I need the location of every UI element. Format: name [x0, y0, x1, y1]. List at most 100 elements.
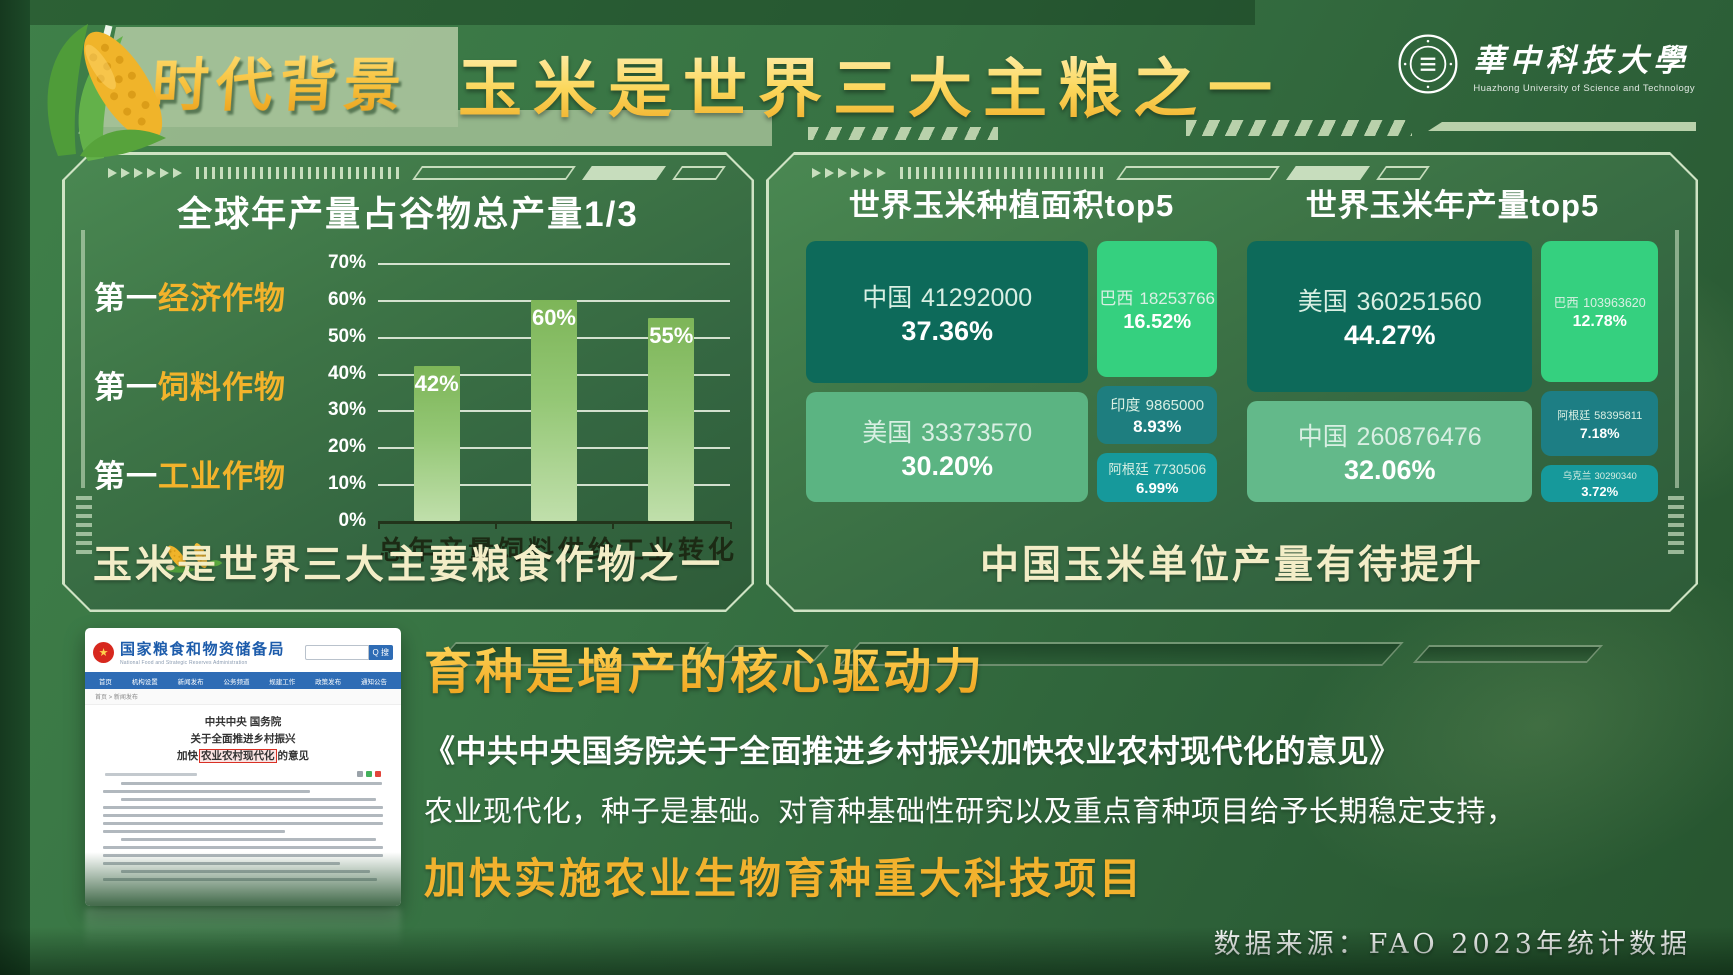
treemap-block: 巴西 103963620 12.78% — [1541, 241, 1658, 383]
simulated-text-line — [121, 837, 377, 842]
nav-item[interactable]: 通知公告 — [360, 678, 387, 686]
university-name-cn: 華中科技大學 — [1473, 42, 1690, 79]
bar-industrial-conversion: 55% — [648, 318, 695, 521]
treemap-block: 阿根廷 7730506 6.99% — [1097, 453, 1217, 502]
treemap-block: 巴西 18253766 16.52% — [1097, 241, 1217, 377]
simulated-text-line — [103, 805, 383, 810]
y-tick-label: 10% — [327, 473, 366, 495]
doc-body — [91, 781, 395, 882]
gov-website-screenshot: ★ 国家粮食和物资储备局 National Food and Strategic… — [85, 628, 401, 906]
bar-decoration — [1428, 122, 1696, 131]
stripe-decoration — [1186, 120, 1412, 136]
axis-tick — [378, 522, 380, 529]
y-tick-label: 40% — [327, 362, 366, 384]
y-tick-label: 60% — [327, 288, 366, 310]
wechat-share-icon[interactable] — [366, 771, 372, 778]
treemap-annual-production: 世界玉米年产量top5 美国 360251560 44.27% 中国 2608764… — [1247, 180, 1658, 502]
national-emblem-icon: ★ — [93, 641, 114, 663]
left-panel: 全球年产量占谷物总产量1/3 第一经济作物 第一饲料作物 第一工业作物 — [62, 152, 754, 612]
doc-title-line: 关于全面推进乡村振兴 — [190, 732, 296, 745]
treemap-block: 美国 33373570 30.20% — [806, 392, 1089, 502]
gridline — [378, 263, 730, 265]
university-logo: 華中科技大學 Huazhong University of Science an… — [1396, 32, 1695, 96]
hust-seal-icon — [1398, 34, 1458, 94]
simulated-text-line — [103, 789, 310, 794]
nav-item[interactable]: 首页 — [98, 678, 112, 686]
simulated-text-line — [121, 797, 377, 802]
y-tick-label: 0% — [338, 510, 366, 531]
stripe-decoration — [808, 127, 998, 140]
site-name: 国家粮食和物资储备局 — [120, 641, 286, 658]
rank-labels: 第一经济作物 第一饲料作物 第一工业作物 — [94, 257, 312, 575]
doc-meta-row — [105, 771, 381, 778]
treemap-block: 乌克兰 30290340 3.72% — [1541, 465, 1658, 502]
bar-chart: 70% 60% 50% 40% 30% 20% 10% 0% 42% 60% 5… — [318, 252, 738, 575]
treemap-title: 世界玉米年产量top5 — [1305, 188, 1600, 223]
bar-value-label: 42% — [414, 371, 459, 397]
print-icon[interactable] — [357, 771, 363, 778]
treemap-block: 印度 9865000 8.93% — [1097, 386, 1217, 445]
nav-item[interactable]: 机构设置 — [131, 678, 158, 686]
axis-tick — [612, 522, 615, 529]
treemap-block: 中国 260876476 32.06% — [1247, 400, 1533, 502]
simulated-text-line — [121, 869, 371, 874]
rank-label: 第一工业作物 — [94, 459, 286, 494]
simulated-text-line — [103, 829, 286, 834]
frame-line — [81, 230, 85, 488]
bar-feed-supply: 60% — [530, 299, 577, 521]
treemap-block: 中国 41292000 37.36% — [806, 241, 1089, 384]
search-button[interactable]: Q 搜 — [368, 644, 393, 660]
university-name-en: Huazhong University of Science and Techn… — [1473, 82, 1695, 94]
site-name-en: National Food and Strategic Reserves Adm… — [120, 660, 248, 666]
policy-document-title: 《中共中央国务院关于全面推进乡村振兴加快农业农村现代化的意见》 — [424, 734, 1401, 769]
x-axis-line — [378, 521, 730, 524]
simulated-text-line — [103, 877, 377, 882]
bar-value-label: 60% — [531, 304, 577, 330]
x-axis-labels: 总年产量 饲料供给 工业转化 — [378, 530, 734, 567]
highlighted-phrase: 农业农村现代化 — [199, 748, 277, 763]
search-input[interactable] — [304, 644, 369, 660]
axis-tick — [730, 522, 732, 529]
frame-hatch — [1668, 492, 1684, 554]
document-preview: 中共中央 国务院 关于全面推进乡村振兴 加快 农业农村现代化 的意见 — [85, 705, 401, 882]
left-edge-strip — [0, 0, 30, 975]
axis-tick — [495, 522, 498, 529]
badge-banner-extension — [96, 110, 772, 146]
left-panel-title: 全球年产量占谷物总产量1/3 — [177, 195, 639, 234]
panel-background — [65, 155, 752, 610]
treemap-title: 世界玉米种植面积top5 — [848, 188, 1175, 223]
policy-section: 育种是增产的核心驱动力 《中共中央国务院关于全面推进乡村振兴加快农业农村现代化的… — [424, 632, 1564, 906]
rank-label: 第一饲料作物 — [94, 370, 286, 405]
y-tick-label: 30% — [327, 399, 366, 421]
frame-line — [1675, 230, 1679, 488]
x-tick-label: 工业转化 — [618, 536, 739, 566]
nav-item[interactable]: 政策发布 — [315, 678, 342, 686]
card-reflection — [85, 908, 401, 950]
top-edge-strip — [30, 0, 1255, 25]
simulated-text-line — [103, 821, 383, 826]
right-panel-caption: 中国玉米单位产量有待提升 — [979, 544, 1484, 587]
policy-heading: 育种是增产的核心驱动力 — [424, 632, 1564, 702]
doc-title-line: 加快 农业农村现代化 的意见 — [177, 748, 309, 763]
x-tick-label: 总年产量 — [378, 536, 499, 566]
y-tick-label: 20% — [327, 436, 366, 458]
simulated-text-line — [103, 813, 383, 818]
weibo-share-icon[interactable] — [375, 771, 381, 778]
corn-illustration — [47, 24, 166, 161]
treemap-block: 美国 360251560 44.27% — [1247, 241, 1533, 392]
policy-emphasis: 加快实施农业生物育种重大科技项目 — [424, 855, 1145, 902]
date-placeholder — [105, 772, 197, 777]
simulated-text-line — [121, 781, 383, 786]
page-title: 玉米是世界三大主粮之一 — [458, 38, 1283, 130]
site-nav: 首页 机构设置 新闻发布 公务频道 规建工作 政策发布 通知公告 — [85, 672, 401, 689]
nav-item[interactable]: 规建工作 — [269, 678, 296, 686]
right-panel: 世界玉米种植面积top5 中国 41292000 37.36% 美国 3337357… — [766, 152, 1698, 612]
nav-item[interactable]: 新闻发布 — [177, 678, 204, 686]
simulated-text-line — [103, 853, 383, 858]
nav-item[interactable]: 公务频道 — [223, 678, 250, 686]
breadcrumb: 首页 > 新闻发布 — [85, 689, 401, 705]
policy-body-text: 农业现代化，种子是基础。对育种基础性研究以及重点育种项目给予长期稳定支持， — [424, 796, 1516, 828]
corn-cluster-illustration — [164, 543, 223, 573]
left-panel-caption: 玉米是世界三大主要粮食作物之一 — [92, 544, 723, 587]
